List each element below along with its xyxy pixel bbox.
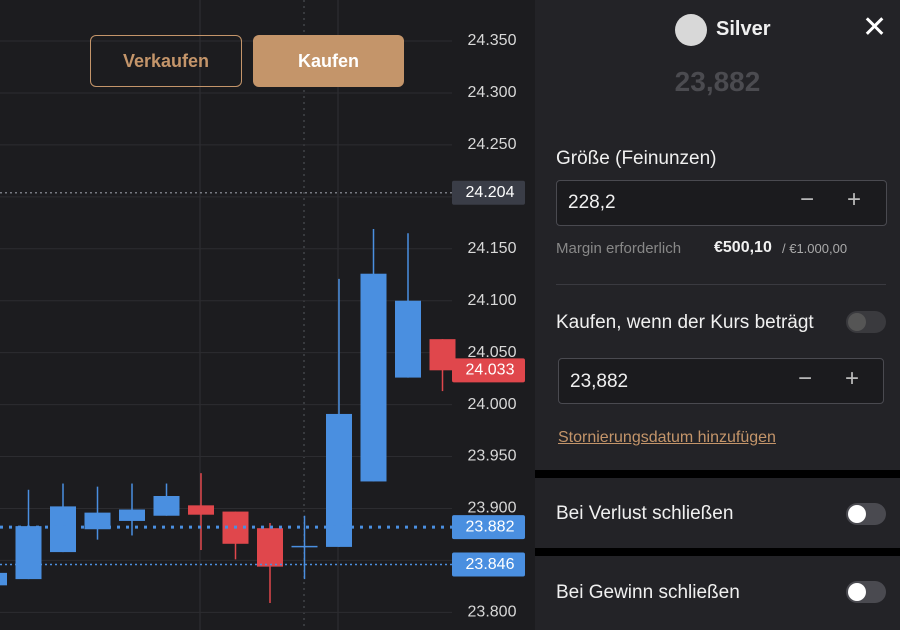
close-button[interactable]: ✕ (862, 11, 888, 44)
candle-body (50, 506, 76, 553)
price-tag-label: 23.882 (466, 518, 515, 535)
candle-body (0, 572, 7, 586)
stop-loss-toggle[interactable] (846, 503, 886, 525)
limit-toggle[interactable] (846, 311, 886, 333)
margin-total: / €1.000,00 (782, 241, 848, 256)
y-tick-label: 24.050 (468, 344, 517, 361)
buy-button[interactable]: Kaufen (253, 35, 404, 87)
candle-body (395, 300, 421, 378)
y-tick-label: 24.000 (468, 396, 517, 413)
price-tag (452, 180, 525, 205)
margin-value: €500,10 (714, 239, 772, 256)
y-tick-label: 24.300 (468, 84, 517, 101)
y-tick-label: 23.800 (468, 604, 517, 621)
instrument-icon (675, 14, 707, 46)
candle-body (291, 545, 318, 548)
candle-body (153, 496, 180, 516)
plus[interactable]: + (845, 365, 860, 392)
price-tag-label: 23.846 (466, 556, 515, 573)
price-tag (452, 515, 525, 540)
candle-body (326, 413, 352, 547)
take-profit-label: Bei Gewinn schließen (556, 582, 740, 603)
y-tick-label: 24.150 (468, 240, 517, 257)
sell-button[interactable]: Verkaufen (90, 35, 242, 87)
price: 23,882 (674, 66, 761, 97)
y-tick-label: 24.350 (468, 32, 517, 49)
margin-label: Margin erforderlich (556, 240, 682, 257)
y-tick-label: 24.100 (468, 292, 517, 309)
price-tag (452, 358, 525, 383)
chart: 24.35024.30024.25024.20024.15024.10024.0… (0, 0, 535, 630)
candle-body (119, 509, 145, 521)
y-tick-label: 23.900 (468, 500, 517, 517)
instrument-name: Silver (716, 18, 771, 40)
take-profit-section (535, 556, 900, 630)
minus[interactable]: − (798, 365, 813, 392)
limit-label: Kaufen, wenn der Kurs beträgt (556, 312, 814, 333)
plus[interactable]: + (847, 186, 862, 213)
limit-value: 23,882 (570, 371, 629, 392)
candle-body (360, 273, 387, 482)
size-input[interactable] (556, 180, 887, 226)
candle-body (84, 512, 111, 530)
y-tick-label: 23.950 (468, 448, 517, 465)
stop-loss-label: Bei Verlust schließen (556, 503, 734, 524)
price-tag (452, 552, 525, 577)
minus[interactable]: − (800, 186, 815, 213)
candle-body (188, 505, 214, 515)
candle-body (257, 528, 283, 567)
candle-body (15, 526, 42, 580)
divider (556, 284, 886, 285)
y-tick-label: 24.250 (468, 136, 517, 153)
price-tag-label: 24.033 (466, 362, 515, 379)
take-profit-toggle[interactable] (846, 581, 886, 603)
cancel-link[interactable]: Stornierungsdatum hinzufügen (558, 429, 776, 446)
size-label: Größe (Feinunzen) (556, 148, 717, 169)
limit-input[interactable] (558, 358, 884, 404)
price-tag-label: 24.204 (466, 184, 515, 201)
size-value: 228,2 (568, 192, 616, 213)
stop-loss-section (535, 478, 900, 548)
candle-body (429, 339, 456, 371)
